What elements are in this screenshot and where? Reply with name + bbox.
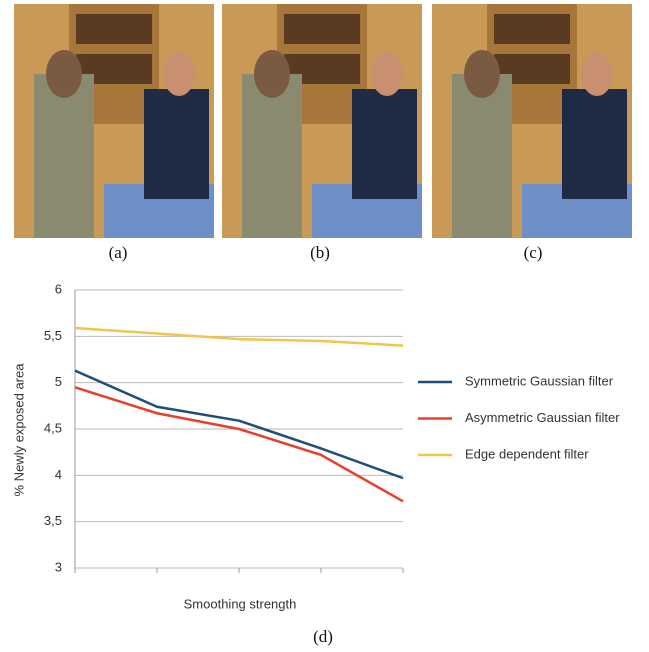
photo	[432, 4, 632, 238]
y-axis-label: % Newly exposed area	[11, 363, 26, 497]
photo	[14, 4, 214, 238]
y-tick-label: 4	[55, 467, 62, 482]
caption: (b)	[310, 243, 330, 262]
y-tick-label: 6	[55, 281, 62, 296]
y-tick-label: 5,5	[44, 328, 62, 343]
x-axis-label: Smoothing strength	[184, 596, 297, 611]
legend-label: Edge dependent filter	[465, 446, 589, 461]
y-tick-label: 3,5	[44, 513, 62, 528]
figure: (a) (b) (c) (d) Smoothing strength % New…	[0, 0, 649, 652]
caption: (d)	[313, 627, 333, 646]
series-line	[75, 387, 403, 501]
y-tick-label: 4,5	[44, 420, 62, 435]
caption: (a)	[109, 243, 128, 262]
caption: (c)	[524, 243, 543, 262]
photo	[222, 4, 422, 238]
y-tick-label: 3	[55, 559, 62, 574]
legend-label: Symmetric Gaussian filter	[465, 373, 614, 388]
legend-label: Asymmetric Gaussian filter	[465, 410, 620, 425]
y-tick-label: 5	[55, 374, 62, 389]
series-line	[75, 371, 403, 478]
